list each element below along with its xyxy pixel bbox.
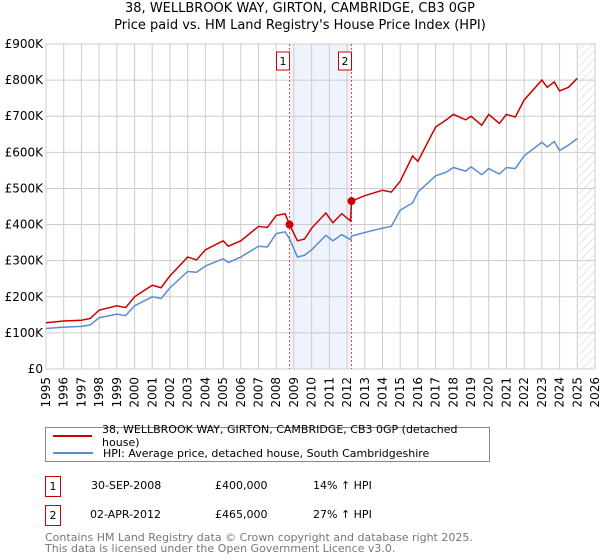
plot-frame <box>45 43 596 370</box>
y-tick-label: £300K <box>5 254 45 268</box>
x-tick-label: 2010 <box>305 377 319 408</box>
x-tick-label: 2018 <box>446 377 460 408</box>
x-tick-label: 2021 <box>499 377 513 408</box>
x-tick-label: 2025 <box>570 377 584 408</box>
legend-item-hpi: HPI: Average price, detached house, Sout… <box>53 445 429 461</box>
chart-subtitle: Price paid vs. HM Land Registry's House … <box>114 18 486 33</box>
sale-point <box>285 220 294 229</box>
x-tick-label: 1998 <box>92 377 106 408</box>
x-tick-label: 2026 <box>588 377 600 408</box>
x-tick-label: 2009 <box>287 377 301 408</box>
x-tick-label: 2006 <box>234 377 248 408</box>
y-tick-label: £100K <box>5 326 45 340</box>
x-tick-label: 2007 <box>252 377 266 408</box>
sale-period-shade <box>289 44 352 369</box>
sale-date: 30-SEP-2008 <box>91 479 162 492</box>
sale-label: 2 <box>341 55 348 68</box>
x-tick-label: 2022 <box>517 377 531 408</box>
sale-price: £400,000 <box>215 479 268 492</box>
x-tick-label: 2019 <box>464 377 478 408</box>
y-tick-label: £400K <box>5 218 45 232</box>
sale-date: 02-APR-2012 <box>90 508 162 521</box>
x-tick-label: 1995 <box>39 377 53 408</box>
x-tick-label: 1996 <box>57 377 71 408</box>
x-tick-label: 2015 <box>393 377 407 408</box>
chart-title: 38, WELLBROOK WAY, GIRTON, CAMBRIDGE, CB… <box>125 1 475 16</box>
y-tick-label: £600K <box>5 145 45 159</box>
x-tick-label: 2013 <box>358 377 372 408</box>
footer-licence: This data is licensed under the Open Gov… <box>45 542 396 555</box>
sale-marker-badge: 2 <box>45 505 61 526</box>
x-tick-label: 2014 <box>375 377 389 408</box>
x-tick-label: 2020 <box>482 377 496 408</box>
y-tick-label: £700K <box>5 109 45 123</box>
sale-hpi-diff: 14% ↑ HPI <box>313 479 372 492</box>
x-tick-label: 2004 <box>198 377 212 408</box>
sale-label-box <box>276 51 291 71</box>
hpi-line <box>45 138 578 330</box>
x-tick-label: 1997 <box>74 377 88 408</box>
forecast-hatch <box>579 44 595 369</box>
price-chart: 1995 1996 1997 1998 1999 2000 2001 2002 2003 2004… <box>5 37 600 408</box>
y-tick-label: £0 <box>28 362 43 376</box>
x-tick-label: 1999 <box>110 377 124 408</box>
x-tick-label: 2002 <box>163 377 177 408</box>
legend-label: 38, WELLBROOK WAY, GIRTON, CAMBRIDGE, CB… <box>102 423 458 449</box>
y-tick-label: £500K <box>5 181 45 195</box>
x-tick-label: 2005 <box>216 377 230 408</box>
price-paid-line <box>45 77 578 324</box>
sale-label-box <box>337 51 352 71</box>
x-tick-label: 2000 <box>128 377 142 408</box>
x-tick-label: 2001 <box>145 377 159 408</box>
sale-point <box>347 197 356 206</box>
y-tick-label: £200K <box>5 290 45 304</box>
legend-item-property: 38, WELLBROOK WAY, GIRTON, CAMBRIDGE, CB… <box>53 423 489 449</box>
x-tick-label: 2024 <box>553 377 567 408</box>
sale-price: £465,000 <box>215 508 268 521</box>
x-tick-label: 2016 <box>411 377 425 408</box>
footer-copyright: Contains HM Land Registry data © Crown c… <box>45 531 473 544</box>
y-tick-label: £800K <box>5 73 45 87</box>
sale-hpi-diff: 27% ↑ HPI <box>313 508 372 521</box>
legend-swatch-red <box>53 435 93 437</box>
x-tick-label: 2012 <box>340 377 354 408</box>
x-tick-label: 2023 <box>535 377 549 408</box>
x-tick-label: 2011 <box>322 377 336 408</box>
legend-label: HPI: Average price, detached house, Sout… <box>103 446 430 460</box>
x-tick-label: 2003 <box>181 377 195 408</box>
sale-marker-badge: 1 <box>45 476 61 497</box>
legend: 38, WELLBROOK WAY, GIRTON, CAMBRIDGE, CB… <box>45 423 490 462</box>
x-tick-label: 2017 <box>429 377 443 408</box>
sale-label: 1 <box>280 55 287 68</box>
legend-swatch-blue <box>53 452 93 454</box>
x-tick-label: 2008 <box>269 377 283 408</box>
y-tick-label: £900K <box>5 37 45 51</box>
